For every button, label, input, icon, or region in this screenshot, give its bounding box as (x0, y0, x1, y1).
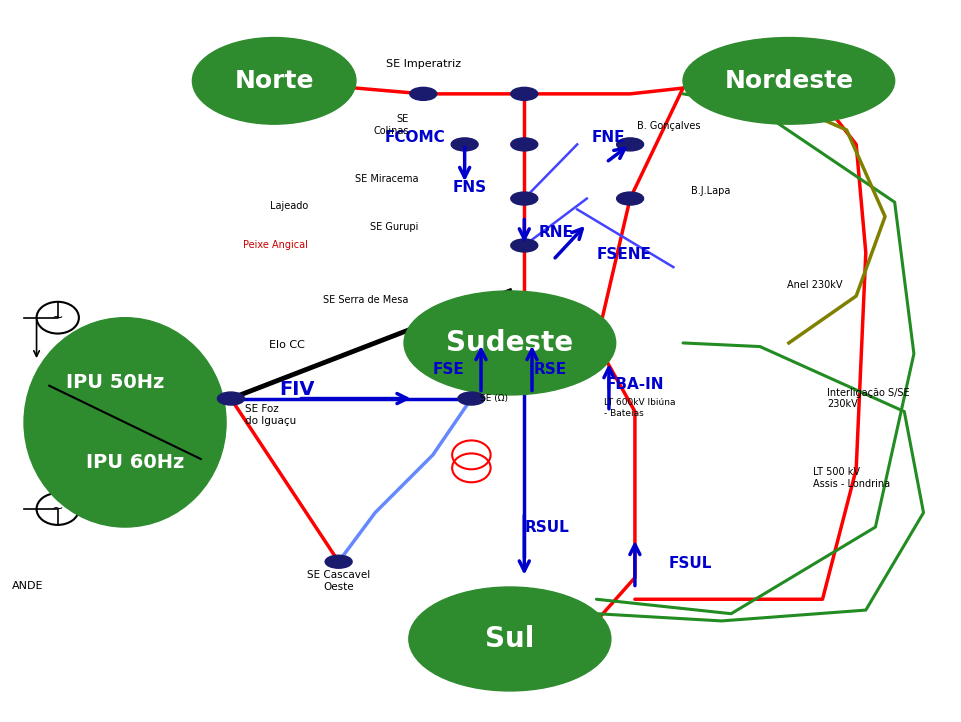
Text: Nordeste: Nordeste (724, 69, 852, 93)
Text: Anel 230kV: Anel 230kV (786, 280, 842, 290)
Text: FSUL: FSUL (668, 556, 711, 570)
Text: Sudeste: Sudeste (446, 329, 573, 357)
Ellipse shape (510, 87, 537, 100)
Ellipse shape (682, 38, 894, 124)
Ellipse shape (616, 138, 643, 151)
Text: FSE: FSE (432, 362, 464, 377)
Text: RNE: RNE (538, 225, 573, 240)
Text: FSENE: FSENE (596, 247, 651, 261)
Text: FBA-IN: FBA-IN (605, 377, 664, 391)
Text: RSUL: RSUL (524, 520, 569, 534)
Text: SE Serra de Mesa: SE Serra de Mesa (323, 295, 408, 305)
Text: SE
Colinas: SE Colinas (373, 114, 408, 136)
Text: Interligação S/SE
230kV: Interligação S/SE 230kV (826, 388, 909, 409)
Ellipse shape (192, 38, 356, 124)
Ellipse shape (457, 392, 484, 405)
Ellipse shape (510, 239, 537, 252)
Text: Sul: Sul (484, 625, 534, 653)
Text: ANDE: ANDE (12, 581, 43, 591)
Text: ~: ~ (52, 310, 63, 325)
Text: LT 600kV Ibiúna
- Bateias: LT 600kV Ibiúna - Bateias (604, 399, 675, 417)
Text: SE Foz
do Iguaçu: SE Foz do Iguaçu (245, 404, 296, 426)
Ellipse shape (325, 555, 352, 568)
Ellipse shape (510, 192, 537, 205)
Ellipse shape (404, 291, 615, 395)
Ellipse shape (451, 138, 478, 151)
Text: FCOMC: FCOMC (384, 130, 445, 144)
Text: Norte: Norte (234, 69, 313, 93)
Text: IPU 60Hz: IPU 60Hz (86, 453, 185, 471)
Text: ~: ~ (52, 502, 63, 516)
Text: B.J.Lapa: B.J.Lapa (690, 186, 729, 196)
Text: Lajeado: Lajeado (269, 201, 308, 211)
Text: FNS: FNS (452, 180, 485, 195)
Text: IPU 50Hz: IPU 50Hz (65, 373, 164, 392)
Ellipse shape (409, 87, 436, 100)
Ellipse shape (510, 138, 537, 151)
Text: Peixe Angical: Peixe Angical (243, 240, 308, 251)
Text: SE Gurupi: SE Gurupi (370, 222, 418, 232)
Text: SE Miracema: SE Miracema (355, 174, 418, 184)
Ellipse shape (616, 192, 643, 205)
Ellipse shape (217, 392, 244, 405)
Text: Elo CC: Elo CC (269, 340, 305, 350)
Text: B. Gonçalves: B. Gonçalves (636, 121, 700, 131)
Text: FIV: FIV (279, 380, 314, 399)
Text: RSE: RSE (533, 362, 566, 377)
Ellipse shape (408, 587, 610, 691)
Text: SE (Ω): SE (Ω) (479, 394, 507, 403)
Text: FNE: FNE (591, 130, 625, 144)
Text: LT 500 kV
Assis - Londrina: LT 500 kV Assis - Londrina (812, 467, 889, 489)
Text: SE Cascavel
Oeste: SE Cascavel Oeste (307, 570, 370, 592)
Text: SE Imperatriz: SE Imperatriz (385, 58, 460, 69)
Ellipse shape (24, 318, 226, 527)
